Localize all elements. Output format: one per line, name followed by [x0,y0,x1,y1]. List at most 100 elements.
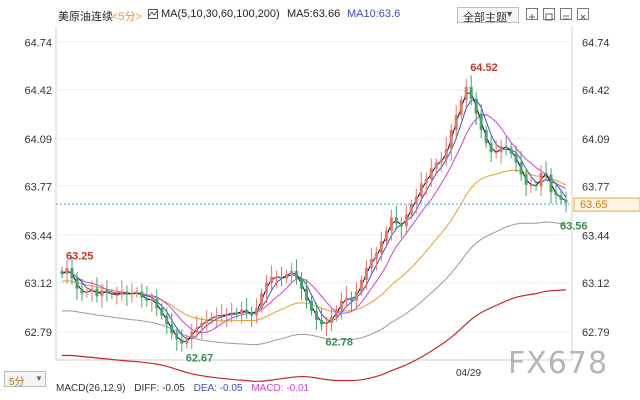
period-button-label: 5分 [9,377,25,388]
y-tick-label-right: 62.79 [582,327,610,339]
candle-body [559,195,563,200]
candle-body [110,293,114,295]
layout-icon[interactable] [560,8,572,20]
ma10-line [61,99,567,340]
watermark-logo: FX678 [508,346,609,381]
last-price-label: 63.65 [580,199,608,211]
candle-body [394,217,398,224]
candle-body [155,299,159,309]
y-tick-label-left: 64.09 [24,134,52,146]
candle-body [265,282,269,294]
settings-icon[interactable] [577,8,589,20]
candle-body [255,308,259,316]
candle-body [404,214,408,227]
candle-body [220,315,224,317]
candle-body [170,324,174,334]
y-tick-label-right: 64.09 [582,134,610,146]
candle-body [245,309,249,313]
price-annotation: 64.52 [470,62,498,74]
candle-body [479,113,483,130]
y-tick-label-left: 63.12 [24,278,52,290]
candle-body [310,300,314,312]
candle-body [300,278,304,289]
y-tick-label-left: 63.44 [24,230,52,242]
candle-body [429,168,433,179]
candle-body [399,223,403,227]
ma200-line [61,289,567,382]
candle-body [339,300,343,310]
ma-toggle-icon[interactable] [148,9,158,19]
ma5-line [61,92,567,342]
candle-body [215,315,219,317]
candle-body [319,319,323,325]
candle-body [379,241,383,254]
candle-body [364,267,368,280]
candle-body [344,297,348,301]
candle-body [225,313,229,316]
candle-body [369,259,373,268]
candle-body [509,147,513,154]
candle-body [185,339,189,344]
candle-body [414,196,418,205]
candle-body [180,339,184,344]
candlesticks [60,75,568,352]
moving-average-lines [61,92,567,382]
candle-body [100,290,104,297]
chevron-down-icon: ▼ [505,9,514,19]
candle-body [334,309,338,317]
candle-body [230,312,234,314]
candle-body [135,291,139,294]
candle-body [409,204,413,215]
candle-body [324,322,328,325]
candle-body [419,183,423,197]
y-tick-label-left: 63.77 [24,181,52,193]
candle-body [524,174,528,185]
candle-body [389,217,393,231]
candle-body [190,331,194,340]
candle-body [384,230,388,242]
candle-body [205,319,209,323]
candle-body [295,270,299,279]
ma5-value: MA5:63.66 [287,8,341,20]
candle-body [305,288,309,301]
period-select[interactable]: <5分> [112,11,142,23]
candle-body [474,98,478,114]
candle-body [554,192,558,196]
ma60-line [61,169,567,322]
period-button[interactable]: 5分 ▼ [4,371,46,388]
candle-body [105,290,109,294]
candle-body [250,312,254,316]
candle-body [449,129,453,150]
grid-icon[interactable] [526,8,538,20]
y-tick-label-right: 63.77 [582,181,610,193]
candle-body [165,315,169,325]
candle-body [130,293,134,295]
y-axis-right: 64.74 64.42 64.09 63.77 63.44 63.12 62.79 [582,37,610,338]
last-price-line: 63.65 [56,197,640,212]
macd-indicator-row: MACD(26,12,9) DIFF: -0.05 DEA: -0.05 MAC… [56,383,315,394]
y-axis-left: 64.74 64.42 64.09 63.77 63.44 63.12 62.79 [24,37,52,338]
candle-body [549,174,553,193]
candle-body [454,115,458,130]
crosshair-icon[interactable] [543,8,555,21]
candle-body [424,178,428,184]
candle-body [564,199,568,203]
candle-body [65,267,69,274]
candle-body [200,322,204,328]
candle-body [529,184,533,186]
candle-body [539,172,543,187]
last-price-tag [573,197,640,212]
candle-body [459,100,463,116]
candle-body [484,129,488,144]
theme-select[interactable]: 全部主题 ▼ [457,7,519,24]
candle-body [464,86,468,101]
candle-body [85,291,89,294]
candle-body [275,276,279,278]
candle-body [534,184,538,187]
candle-body [115,294,119,296]
chevron-down-icon: ▼ [35,374,43,383]
candle-body [80,288,84,294]
candle-body [145,297,149,301]
candle-body [280,276,284,279]
